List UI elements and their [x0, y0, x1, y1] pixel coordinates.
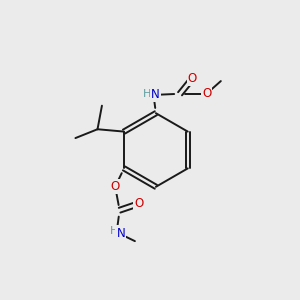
- Text: O: O: [202, 87, 211, 100]
- Text: O: O: [188, 72, 197, 85]
- Text: H: H: [143, 89, 151, 99]
- Text: O: O: [134, 197, 143, 210]
- Text: H: H: [110, 226, 118, 236]
- Text: N: N: [151, 88, 160, 101]
- Text: O: O: [111, 180, 120, 193]
- Text: N: N: [116, 227, 125, 240]
